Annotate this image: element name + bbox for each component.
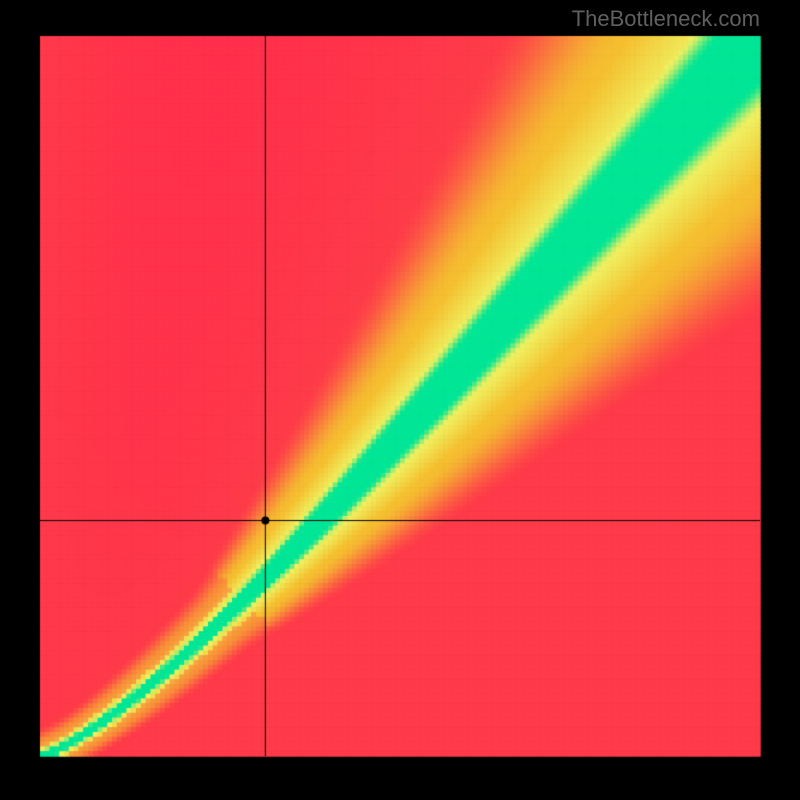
bottleneck-heatmap [0,0,800,800]
watermark-text: TheBottleneck.com [572,6,760,32]
figure-container: TheBottleneck.com [0,0,800,800]
